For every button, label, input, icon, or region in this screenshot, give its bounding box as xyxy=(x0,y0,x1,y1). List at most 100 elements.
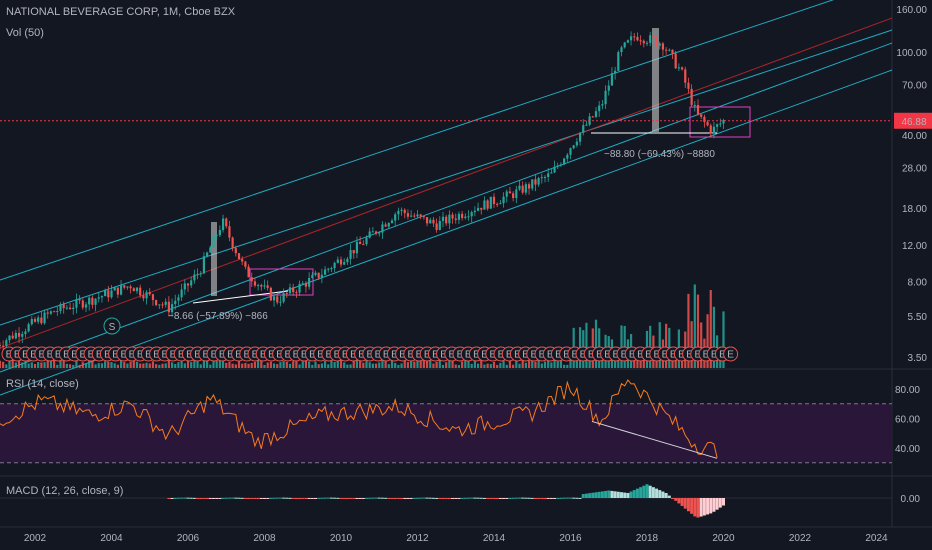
macd-histogram-bar xyxy=(524,497,528,499)
candle-body xyxy=(604,90,607,105)
macd-histogram-bar xyxy=(237,497,241,499)
macd-histogram-bar xyxy=(192,497,196,499)
macd-histogram-bar xyxy=(336,497,340,499)
volume-bar xyxy=(712,306,716,368)
volume-bar xyxy=(496,364,499,368)
macd-histogram-bar xyxy=(696,498,700,518)
earnings-marker-label: E xyxy=(670,350,677,361)
candle-body xyxy=(320,274,323,278)
macd-histogram-bar xyxy=(693,498,697,517)
price-axis-tick: 18.00 xyxy=(902,204,927,215)
candle-body xyxy=(314,272,317,275)
candle-body xyxy=(14,332,17,339)
volume-bar xyxy=(314,361,317,368)
macd-histogram-bar xyxy=(610,490,614,498)
candle-body xyxy=(221,218,225,230)
macd-histogram-bar xyxy=(658,490,662,498)
candle-body xyxy=(5,340,8,346)
candle-body xyxy=(17,332,21,337)
volume-bar xyxy=(464,360,467,368)
candle-body xyxy=(633,36,636,38)
candle-body xyxy=(496,203,499,205)
macd-histogram-bar xyxy=(221,497,225,499)
earnings-marker-label: E xyxy=(432,350,439,361)
macd-histogram-bar xyxy=(358,498,362,499)
volume-bar xyxy=(339,359,343,368)
candle-body xyxy=(279,301,282,303)
macd-histogram-bar xyxy=(403,498,407,499)
price-axis-tick: 12.00 xyxy=(902,241,927,252)
volume-bar xyxy=(180,360,183,368)
volume-bar xyxy=(257,359,260,368)
volume-bar xyxy=(371,363,374,368)
candle-body xyxy=(170,304,174,313)
volume-bar xyxy=(250,363,253,368)
volume-bar xyxy=(237,359,241,368)
earnings-marker-label: E xyxy=(375,350,382,361)
macd-histogram-bar xyxy=(626,493,630,498)
candle-body xyxy=(422,216,425,218)
candle-body xyxy=(492,196,496,204)
earnings-marker-label: E xyxy=(276,350,283,361)
macd-histogram-bar xyxy=(212,498,215,499)
candle-body xyxy=(323,269,327,275)
volume-bar xyxy=(476,363,480,368)
volume-bar xyxy=(234,364,237,368)
macd-histogram-bar xyxy=(674,498,678,501)
candle-body xyxy=(521,185,524,193)
volume-bar xyxy=(107,361,110,368)
candle-body xyxy=(425,217,429,224)
candle-body xyxy=(107,290,110,298)
volume-bar xyxy=(68,364,72,368)
candle-body xyxy=(84,304,88,308)
volume-bar xyxy=(508,359,512,368)
macd-histogram-bar xyxy=(269,497,273,499)
macd-histogram-bar xyxy=(578,497,582,499)
rsi-legend[interactable]: RSI (14, close) xyxy=(6,378,79,390)
earnings-marker-label: E xyxy=(120,350,127,361)
candle-body xyxy=(298,283,301,293)
volume-bar xyxy=(190,362,193,368)
volume-bar xyxy=(142,363,145,368)
candle-body xyxy=(543,177,547,179)
volume-bar xyxy=(709,290,712,368)
volume-bar xyxy=(260,359,263,368)
earnings-marker-label: E xyxy=(202,350,209,361)
macd-legend[interactable]: MACD (12, 26, close, 9) xyxy=(6,485,124,497)
candle-body xyxy=(499,203,502,205)
macd-histogram-bar xyxy=(457,498,461,499)
macd-histogram-bar xyxy=(530,497,534,499)
volume-bar xyxy=(167,359,170,368)
volume-bar xyxy=(559,359,563,368)
earnings-marker-label: E xyxy=(596,350,603,361)
candle-body xyxy=(540,177,543,179)
earnings-marker-label: E xyxy=(407,350,414,361)
macd-histogram-bar xyxy=(240,497,244,499)
volume-bar xyxy=(365,360,368,368)
time-axis-tick: 2014 xyxy=(483,533,506,544)
volume-bar xyxy=(30,362,33,368)
macd-histogram-bar xyxy=(317,497,321,499)
candle-body xyxy=(186,283,190,286)
earnings-marker-label: E xyxy=(137,350,144,361)
macd-histogram-bar xyxy=(502,498,506,499)
candle-body xyxy=(553,166,556,173)
macd-histogram-bar xyxy=(215,498,219,499)
candle-body xyxy=(94,298,97,305)
macd-histogram-bar xyxy=(511,497,515,499)
symbol-title[interactable]: NATIONAL BEVERAGE CORP, 1M, Cboe BZX xyxy=(6,6,236,18)
macd-histogram-bar xyxy=(667,495,671,498)
macd-histogram-bar xyxy=(600,491,604,498)
volume-bar xyxy=(231,363,234,368)
volume-bar xyxy=(658,322,661,368)
last-price-value: 46.88 xyxy=(901,117,926,128)
volume-legend[interactable]: Vol (50) xyxy=(6,27,44,39)
candle-body xyxy=(515,189,518,199)
macd-histogram-bar xyxy=(368,497,372,499)
macd-histogram-bar xyxy=(374,497,378,499)
macd-histogram-bar xyxy=(505,498,509,499)
earnings-marker-label: E xyxy=(571,350,578,361)
volume-bar xyxy=(119,360,123,368)
candle-body xyxy=(394,214,397,221)
volume-bar xyxy=(543,361,547,368)
